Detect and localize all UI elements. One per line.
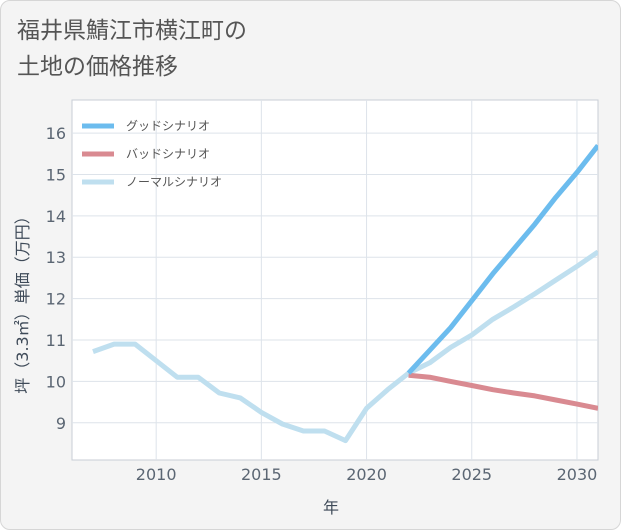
legend-label-2: ノーマルシナリオ xyxy=(126,175,222,189)
series-line-2 xyxy=(92,249,598,444)
series-line-1 xyxy=(408,372,598,411)
x-tick-label: 2010 xyxy=(136,465,177,484)
chart-title-line-1: 福井県鯖江市横江町の xyxy=(17,18,247,44)
y-tick-label: 14 xyxy=(46,207,66,226)
y-axis-label: 坪（3.3㎡）単価（万円） xyxy=(13,208,32,393)
x-tick-label: 2020 xyxy=(346,465,387,484)
chart-title: 福井県鯖江市横江町の 土地の価格推移 xyxy=(17,13,417,85)
plot-area xyxy=(71,99,599,461)
y-tick-label: 13 xyxy=(46,248,66,267)
y-tick-label: 9 xyxy=(56,414,66,433)
legend-label-0: グッドシナリオ xyxy=(126,119,210,133)
x-tick-label: 2030 xyxy=(557,465,598,484)
legend-label-1: バッドシナリオ xyxy=(126,147,210,161)
y-tick-label: 15 xyxy=(46,165,66,184)
y-tick-label: 10 xyxy=(46,372,66,391)
y-tick-label: 12 xyxy=(46,290,66,309)
y-tick-label: 11 xyxy=(46,331,66,350)
chart-title-line-2: 土地の価格推移 xyxy=(17,54,178,80)
y-tick-label: 16 xyxy=(46,124,66,143)
x-tick-label: 2015 xyxy=(241,465,282,484)
x-tick-label: 2025 xyxy=(451,465,492,484)
series-line-0 xyxy=(406,143,598,375)
x-axis-label: 年 xyxy=(323,498,339,517)
